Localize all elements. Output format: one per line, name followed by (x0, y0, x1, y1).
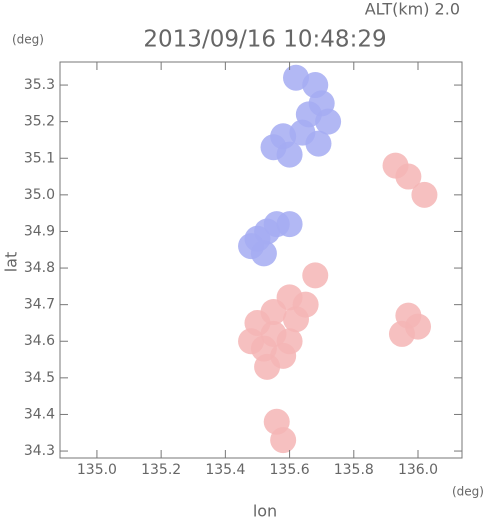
y-tick-label: 34.5 (24, 370, 55, 386)
y-tick-label: 34.9 (24, 223, 55, 239)
y-tick-label: 34.6 (24, 333, 55, 349)
echo-point (270, 427, 297, 454)
y-tick-label: 34.4 (24, 406, 55, 422)
x-tick-label: 135.8 (334, 462, 374, 478)
echo-point (254, 353, 281, 380)
chart-title: 2013/09/16 10:48:29 (143, 27, 386, 53)
x-unit: (deg) (452, 485, 484, 499)
y-tick-label: 35.1 (24, 150, 55, 166)
echo-point (238, 328, 265, 355)
altitude-label: ALT(km) 2.0 (365, 0, 460, 19)
y-axis-label: lat (2, 252, 21, 273)
x-tick-label: 135.0 (77, 462, 117, 478)
plot-frame (59, 61, 463, 459)
y-tick-label: 34.7 (24, 297, 55, 313)
x-tick-label: 135.4 (205, 462, 245, 478)
y-unit: (deg) (12, 33, 44, 47)
echo-point (250, 240, 277, 267)
y-tick-label: 34.3 (24, 443, 55, 459)
y-tick-label: 35.3 (24, 77, 55, 93)
x-tick-label: 135.6 (270, 462, 310, 478)
echo-point (302, 262, 329, 289)
x-axis-label: lon (253, 502, 277, 521)
echo-point (276, 141, 303, 168)
y-tick-label: 35.2 (24, 114, 55, 130)
echo-point (276, 211, 303, 238)
y-tick-label: 34.8 (24, 260, 55, 276)
echo-point (292, 291, 319, 318)
echo-point (315, 108, 342, 135)
echo-point (276, 328, 303, 355)
echo-point (411, 181, 438, 208)
y-tick-label: 35.0 (24, 187, 55, 203)
echo-point (305, 130, 332, 157)
echo-point (388, 320, 415, 347)
x-tick-label: 135.2 (141, 462, 181, 478)
echo-point (382, 152, 409, 179)
x-tick-label: 136.0 (398, 462, 438, 478)
